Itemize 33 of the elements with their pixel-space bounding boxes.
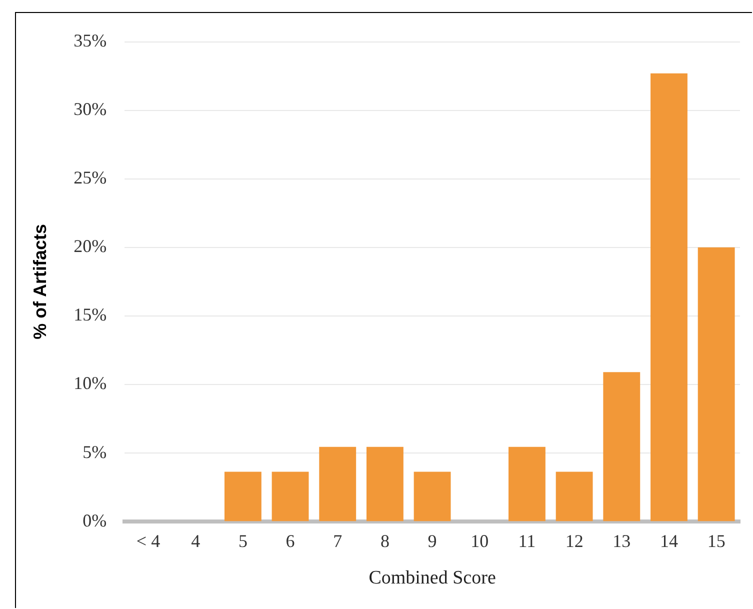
- x-tick-label: < 4: [136, 531, 160, 552]
- bar: [698, 247, 735, 522]
- x-tick-label: 15: [707, 531, 726, 552]
- bar: [603, 372, 640, 522]
- bar: [556, 472, 593, 522]
- bar: [366, 446, 404, 522]
- y-tick-label: 10%: [74, 373, 107, 394]
- bar: [414, 472, 451, 522]
- x-tick-label: 13: [612, 531, 631, 552]
- x-tick-label: 5: [238, 531, 248, 552]
- x-tick-label: 12: [565, 531, 584, 552]
- y-tick-label: 20%: [74, 236, 107, 256]
- x-tick-label: 14: [660, 531, 678, 552]
- bar: [650, 73, 688, 522]
- x-tick-label: 11: [518, 531, 536, 552]
- x-axis-title: Combined Score: [368, 568, 496, 589]
- x-tick-label: 7: [333, 531, 342, 552]
- y-tick-label: 15%: [74, 304, 107, 325]
- x-tick-label: 4: [191, 531, 200, 552]
- bar: [272, 472, 309, 522]
- bar: [508, 446, 546, 522]
- y-tick-label: 0%: [82, 510, 107, 530]
- bar: [319, 446, 356, 522]
- y-axis-title: % of Artifacts: [30, 224, 50, 340]
- x-tick-label: 9: [428, 531, 437, 552]
- y-tick-label: 5%: [82, 442, 107, 462]
- x-tick-label: 10: [470, 531, 489, 552]
- y-tick-label: 25%: [74, 168, 107, 188]
- y-tick-label: 30%: [74, 99, 107, 120]
- y-tick-label: 35%: [74, 30, 107, 51]
- x-tick-label: 8: [380, 531, 390, 552]
- x-tick-label: 6: [286, 531, 295, 552]
- bar: [224, 472, 262, 522]
